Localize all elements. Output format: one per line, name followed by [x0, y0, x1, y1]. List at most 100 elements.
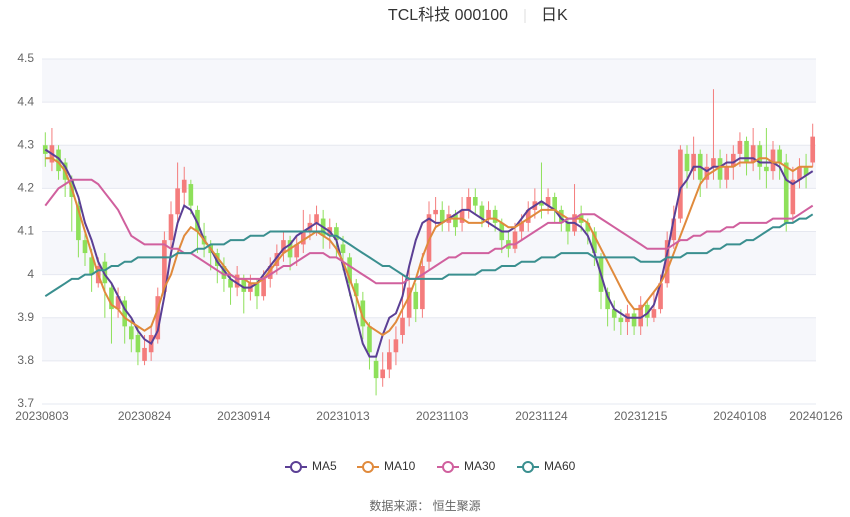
candle-body	[162, 240, 167, 292]
candle-body	[552, 197, 558, 210]
candle-body	[168, 214, 174, 241]
legend-label[interactable]: MA60	[544, 459, 576, 473]
candle-body	[472, 197, 478, 206]
candle-body	[300, 231, 306, 245]
candle-body	[267, 266, 273, 279]
candle-body	[241, 278, 247, 292]
ma-line	[44, 213, 814, 298]
candle-body	[109, 287, 114, 310]
y-tick-label: 4	[27, 267, 34, 281]
legend-marker[interactable]	[362, 461, 374, 473]
candle-body	[261, 278, 266, 297]
legend-label[interactable]: MA5	[312, 459, 337, 473]
candle-body	[135, 335, 141, 353]
candle-body	[651, 309, 657, 318]
candle-body	[76, 205, 81, 241]
candle-body	[644, 304, 650, 318]
x-tick-label: 20230914	[217, 409, 271, 423]
candle-body	[618, 317, 624, 323]
candle-body	[492, 209, 498, 223]
candle-body	[724, 166, 730, 180]
candle-body	[512, 231, 518, 249]
chart-subtitle: 日K	[541, 7, 568, 24]
candle-body	[175, 188, 180, 215]
candle-body	[671, 218, 677, 241]
candle-body	[360, 300, 366, 327]
candle-body	[353, 283, 359, 297]
candle-body	[611, 309, 617, 318]
source-note: 数据来源： 恒生聚源	[369, 498, 480, 513]
candle-body	[810, 136, 816, 163]
candle-body	[764, 166, 769, 172]
y-tick-label: 4.3	[17, 137, 34, 151]
candle-body	[181, 179, 187, 193]
y-tick-label: 4.4	[17, 94, 34, 108]
candle-body	[56, 149, 61, 172]
candle-body	[790, 179, 796, 215]
candle-body	[558, 209, 564, 223]
candle-body	[717, 158, 723, 180]
y-tick-label: 4.5	[17, 51, 34, 65]
candle-body	[439, 209, 445, 223]
candle-body	[565, 222, 571, 232]
candle-body	[142, 347, 147, 361]
candle-body	[757, 145, 763, 167]
legend-marker[interactable]	[442, 461, 454, 473]
candle-body	[115, 296, 121, 310]
candle-body	[42, 145, 48, 154]
x-tick-label: 20230824	[118, 409, 172, 423]
candle-body	[466, 197, 472, 210]
candle-body	[102, 261, 108, 284]
candle-body	[433, 209, 438, 215]
candle-body	[585, 222, 591, 232]
candle-body	[386, 352, 392, 370]
x-tick-label: 20240126	[789, 409, 843, 423]
candle-body	[128, 326, 134, 340]
legend-marker[interactable]	[522, 461, 534, 473]
legend-label[interactable]: MA30	[464, 459, 496, 473]
candle-body	[519, 222, 524, 232]
candle-body	[406, 287, 412, 318]
candle-body	[373, 360, 379, 379]
candle-body	[340, 244, 346, 254]
candle-body	[221, 266, 227, 279]
candle-body	[664, 240, 670, 284]
candle-body	[420, 266, 425, 310]
candle-body	[750, 145, 756, 163]
candle-body	[367, 326, 372, 353]
legend-label[interactable]: MA10	[384, 459, 416, 473]
candle-body	[525, 209, 531, 223]
legend-marker[interactable]	[290, 461, 302, 473]
ma-line	[45, 157, 813, 337]
ma-line	[44, 178, 814, 285]
candle-body	[479, 205, 485, 219]
candle-body	[486, 209, 491, 219]
x-tick-label: 20230803	[15, 409, 69, 423]
candle-body	[730, 153, 736, 167]
candle-body	[393, 339, 399, 353]
candle-body	[684, 153, 690, 172]
candle-body	[797, 166, 802, 180]
grid-band	[42, 59, 816, 103]
y-tick-label: 3.7	[17, 396, 34, 410]
candle-body	[89, 257, 94, 275]
candle-body	[188, 184, 194, 206]
y-tick-label: 4.1	[17, 224, 34, 238]
candle-body	[155, 296, 161, 340]
candle-body	[737, 140, 743, 154]
candle-body	[711, 158, 716, 167]
candle-body	[453, 214, 458, 228]
candle-body	[413, 291, 419, 310]
y-tick-label: 4.2	[17, 181, 34, 195]
candle-body	[400, 317, 405, 335]
candle-body	[314, 214, 319, 223]
x-tick-label: 20231013	[316, 409, 370, 423]
candle-body	[658, 283, 663, 310]
chart-title: TCL科技 000100	[388, 6, 508, 24]
candle-body	[631, 313, 637, 327]
x-tick-label: 20231103	[416, 409, 469, 423]
candle-body	[228, 278, 233, 288]
candle-body	[777, 149, 782, 163]
candle-body	[380, 369, 386, 379]
candle-body	[539, 201, 544, 206]
